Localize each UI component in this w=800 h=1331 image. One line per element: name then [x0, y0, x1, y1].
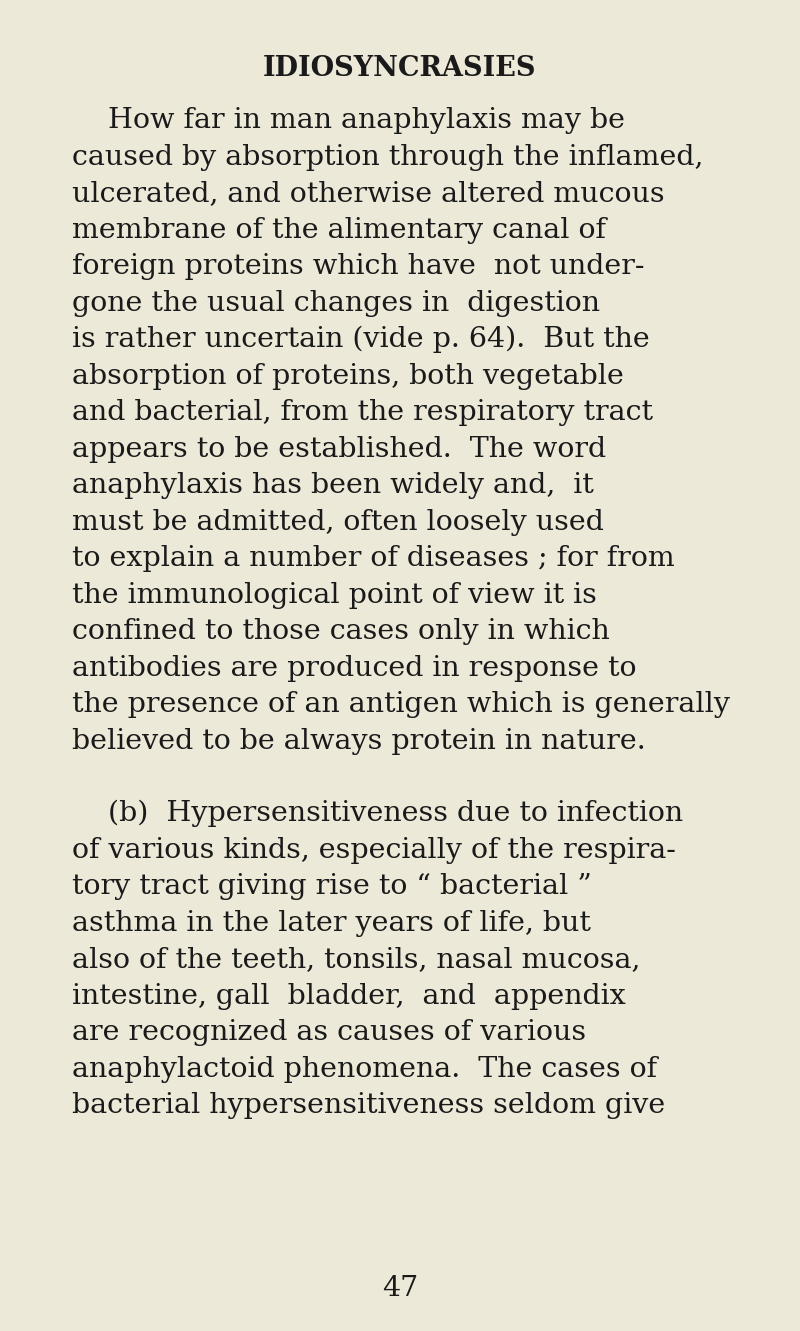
Text: membrane of the alimentary canal of: membrane of the alimentary canal of: [72, 217, 606, 244]
Text: asthma in the later years of life, but: asthma in the later years of life, but: [72, 909, 591, 937]
Text: confined to those cases only in which: confined to those cases only in which: [72, 618, 610, 646]
Text: of various kinds, especially of the respira-: of various kinds, especially of the resp…: [72, 836, 676, 864]
Text: tory tract giving rise to “ bacterial ”: tory tract giving rise to “ bacterial ”: [72, 873, 592, 900]
Text: believed to be always protein in nature.: believed to be always protein in nature.: [72, 728, 646, 755]
Text: the presence of an antigen which is generally: the presence of an antigen which is gene…: [72, 691, 730, 717]
Text: ulcerated, and otherwise altered mucous: ulcerated, and otherwise altered mucous: [72, 180, 665, 208]
Text: to explain a number of diseases ; for from: to explain a number of diseases ; for fr…: [72, 544, 674, 572]
Text: caused by absorption through the inflamed,: caused by absorption through the inflame…: [72, 144, 703, 170]
Text: appears to be established.  The word: appears to be established. The word: [72, 435, 606, 462]
Text: must be admitted, often loosely used: must be admitted, often loosely used: [72, 508, 604, 535]
Text: the immunological point of view it is: the immunological point of view it is: [72, 582, 597, 608]
Text: (b)  Hypersensitiveness due to infection: (b) Hypersensitiveness due to infection: [72, 800, 683, 828]
Text: How far in man anaphylaxis may be: How far in man anaphylaxis may be: [72, 106, 625, 134]
Text: anaphylactoid phenomena.  The cases of: anaphylactoid phenomena. The cases of: [72, 1055, 657, 1082]
Text: bacterial hypersensitiveness seldom give: bacterial hypersensitiveness seldom give: [72, 1091, 666, 1119]
Text: absorption of proteins, both vegetable: absorption of proteins, both vegetable: [72, 362, 624, 390]
Text: intestine, gall  bladder,  and  appendix: intestine, gall bladder, and appendix: [72, 982, 626, 1009]
Text: antibodies are produced in response to: antibodies are produced in response to: [72, 655, 637, 681]
Text: and bacterial, from the respiratory tract: and bacterial, from the respiratory trac…: [72, 399, 653, 426]
Text: are recognized as causes of various: are recognized as causes of various: [72, 1020, 586, 1046]
Text: gone the usual changes in  digestion: gone the usual changes in digestion: [72, 290, 600, 317]
Text: 47: 47: [382, 1275, 418, 1303]
Text: foreign proteins which have  not under-: foreign proteins which have not under-: [72, 253, 645, 280]
Text: IDIOSYNCRASIES: IDIOSYNCRASIES: [263, 55, 537, 83]
Text: also of the teeth, tonsils, nasal mucosa,: also of the teeth, tonsils, nasal mucosa…: [72, 946, 640, 973]
Text: anaphylaxis has been widely and,  it: anaphylaxis has been widely and, it: [72, 473, 594, 499]
Text: is rather uncertain (vide p. 64).  But the: is rather uncertain (vide p. 64). But th…: [72, 326, 650, 353]
